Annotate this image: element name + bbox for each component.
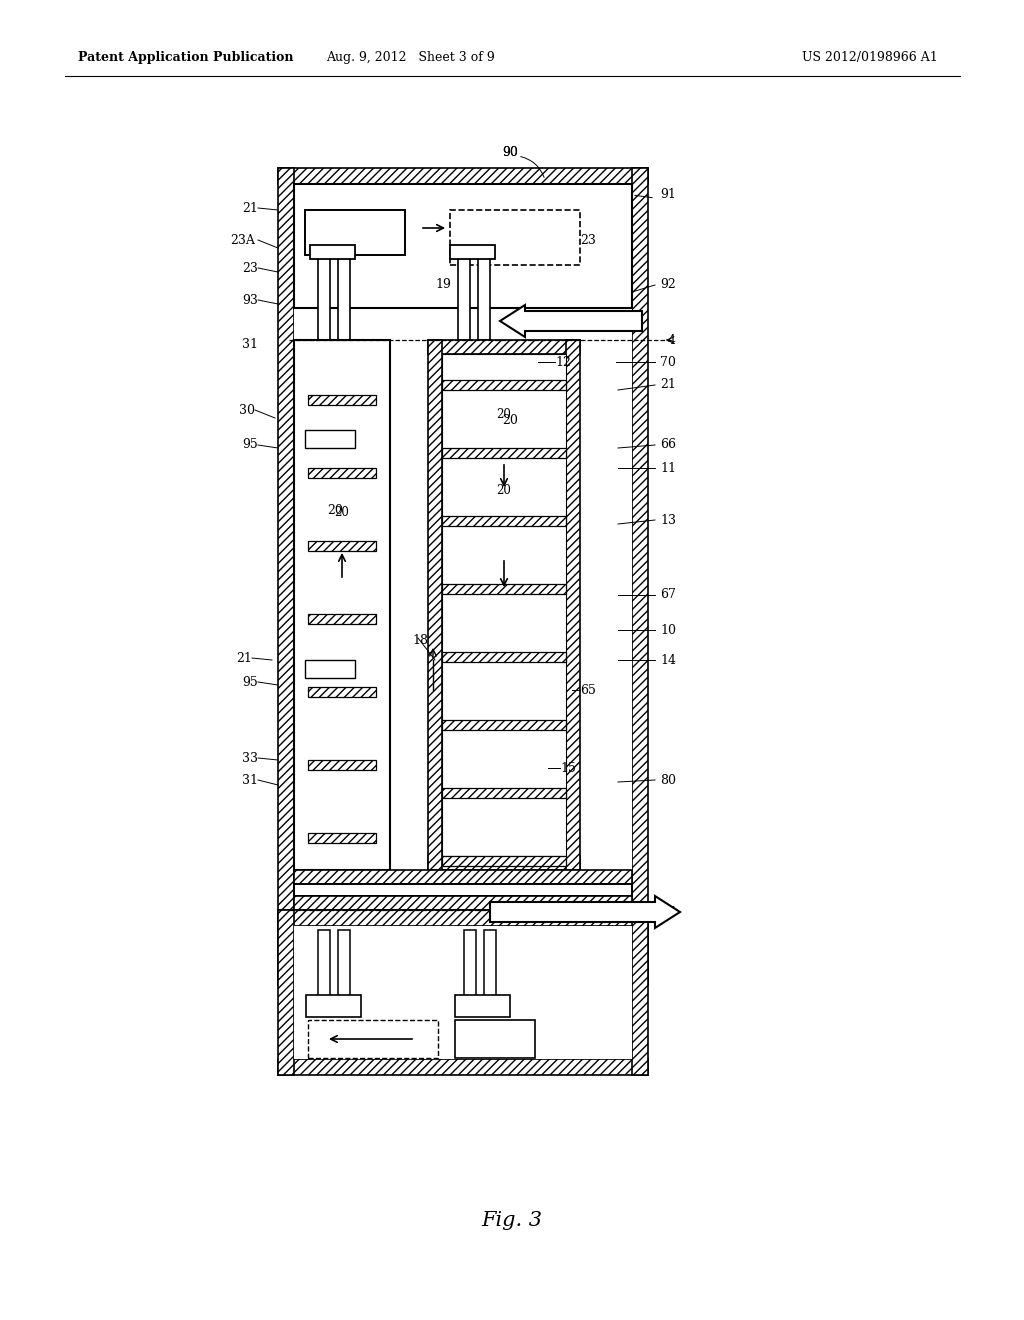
Text: 95: 95 [243, 438, 258, 451]
Bar [442, 652, 566, 663]
Text: 30: 30 [239, 404, 255, 417]
Bar [442, 855, 566, 866]
Text: 23: 23 [242, 261, 258, 275]
Text: 92: 92 [660, 279, 676, 292]
Bar [442, 788, 566, 799]
Bar [278, 168, 294, 985]
Text: 31: 31 [242, 774, 258, 787]
Text: 67: 67 [660, 589, 676, 602]
Text: 80: 80 [660, 774, 676, 787]
Bar [294, 183, 632, 969]
Bar [310, 246, 355, 259]
Bar [455, 1020, 535, 1059]
Bar [450, 246, 495, 259]
Bar [308, 686, 376, 697]
Text: 20: 20 [502, 413, 518, 426]
Bar [442, 583, 566, 594]
Text: 20: 20 [497, 483, 511, 496]
Bar [428, 341, 442, 870]
Text: 20: 20 [335, 506, 349, 519]
Text: 66: 66 [660, 438, 676, 451]
Bar [305, 660, 355, 678]
Bar [442, 354, 566, 855]
Bar [306, 995, 361, 1016]
Text: 15: 15 [560, 762, 575, 775]
Bar [308, 395, 376, 405]
Text: 95: 95 [243, 676, 258, 689]
Bar [442, 380, 566, 389]
Bar [450, 210, 580, 265]
Text: 93: 93 [242, 293, 258, 306]
Text: Patent Application Publication: Patent Application Publication [78, 51, 294, 65]
Text: 12: 12 [555, 355, 570, 368]
Bar [318, 255, 330, 341]
Bar [428, 341, 580, 354]
Bar [458, 255, 470, 341]
Polygon shape [490, 896, 680, 928]
Bar [478, 255, 490, 341]
Bar [442, 516, 566, 525]
Bar [294, 896, 632, 909]
Text: 90: 90 [502, 145, 518, 158]
Text: 33: 33 [242, 751, 258, 764]
Text: 14: 14 [660, 653, 676, 667]
Text: 10: 10 [660, 623, 676, 636]
Bar [278, 969, 648, 985]
Bar [294, 183, 632, 308]
Text: 20: 20 [497, 408, 511, 421]
Bar [305, 210, 406, 255]
Text: 21: 21 [660, 379, 676, 392]
Bar [632, 168, 648, 985]
Bar [278, 909, 294, 1074]
Bar [294, 927, 632, 1059]
Text: LOAD: LOAD [566, 315, 600, 326]
Text: 4: 4 [668, 906, 676, 919]
Text: 23: 23 [580, 234, 596, 247]
Bar [278, 909, 648, 927]
Bar [308, 833, 376, 843]
Text: 19: 19 [435, 279, 451, 292]
Bar [278, 1059, 648, 1074]
Text: 31: 31 [242, 338, 258, 351]
Bar [442, 719, 566, 730]
Bar [455, 995, 510, 1016]
Bar [318, 931, 330, 1001]
Text: 65: 65 [580, 684, 596, 697]
Text: 20: 20 [327, 503, 343, 516]
Bar [338, 255, 350, 341]
Text: 18: 18 [412, 634, 428, 647]
Text: 90: 90 [502, 145, 518, 158]
Bar [484, 931, 496, 1001]
Bar [566, 341, 580, 870]
Bar [442, 354, 566, 855]
Bar [294, 341, 390, 870]
Text: 70: 70 [660, 355, 676, 368]
Polygon shape [500, 305, 642, 337]
Bar [294, 870, 632, 884]
Text: UNLOAD: UNLOAD [546, 907, 598, 917]
Text: Fig. 3: Fig. 3 [481, 1210, 543, 1229]
Bar [338, 931, 350, 1001]
Bar [308, 760, 376, 770]
Bar [632, 909, 648, 1074]
Text: 13: 13 [660, 513, 676, 527]
Text: Aug. 9, 2012   Sheet 3 of 9: Aug. 9, 2012 Sheet 3 of 9 [326, 51, 495, 65]
Text: 11: 11 [660, 462, 676, 474]
Text: 91: 91 [660, 189, 676, 202]
Bar [464, 931, 476, 1001]
Bar [278, 168, 648, 183]
Text: 4: 4 [668, 334, 676, 346]
Bar [308, 1020, 438, 1059]
Text: 21: 21 [242, 202, 258, 214]
Text: 23A: 23A [230, 234, 255, 247]
Bar [308, 614, 376, 624]
Bar [294, 884, 632, 896]
Text: 21: 21 [237, 652, 252, 664]
Bar [442, 447, 566, 458]
Text: US 2012/0198966 A1: US 2012/0198966 A1 [802, 51, 938, 65]
Bar [308, 541, 376, 550]
Bar [305, 430, 355, 447]
Bar [308, 469, 376, 478]
Bar [428, 855, 580, 870]
